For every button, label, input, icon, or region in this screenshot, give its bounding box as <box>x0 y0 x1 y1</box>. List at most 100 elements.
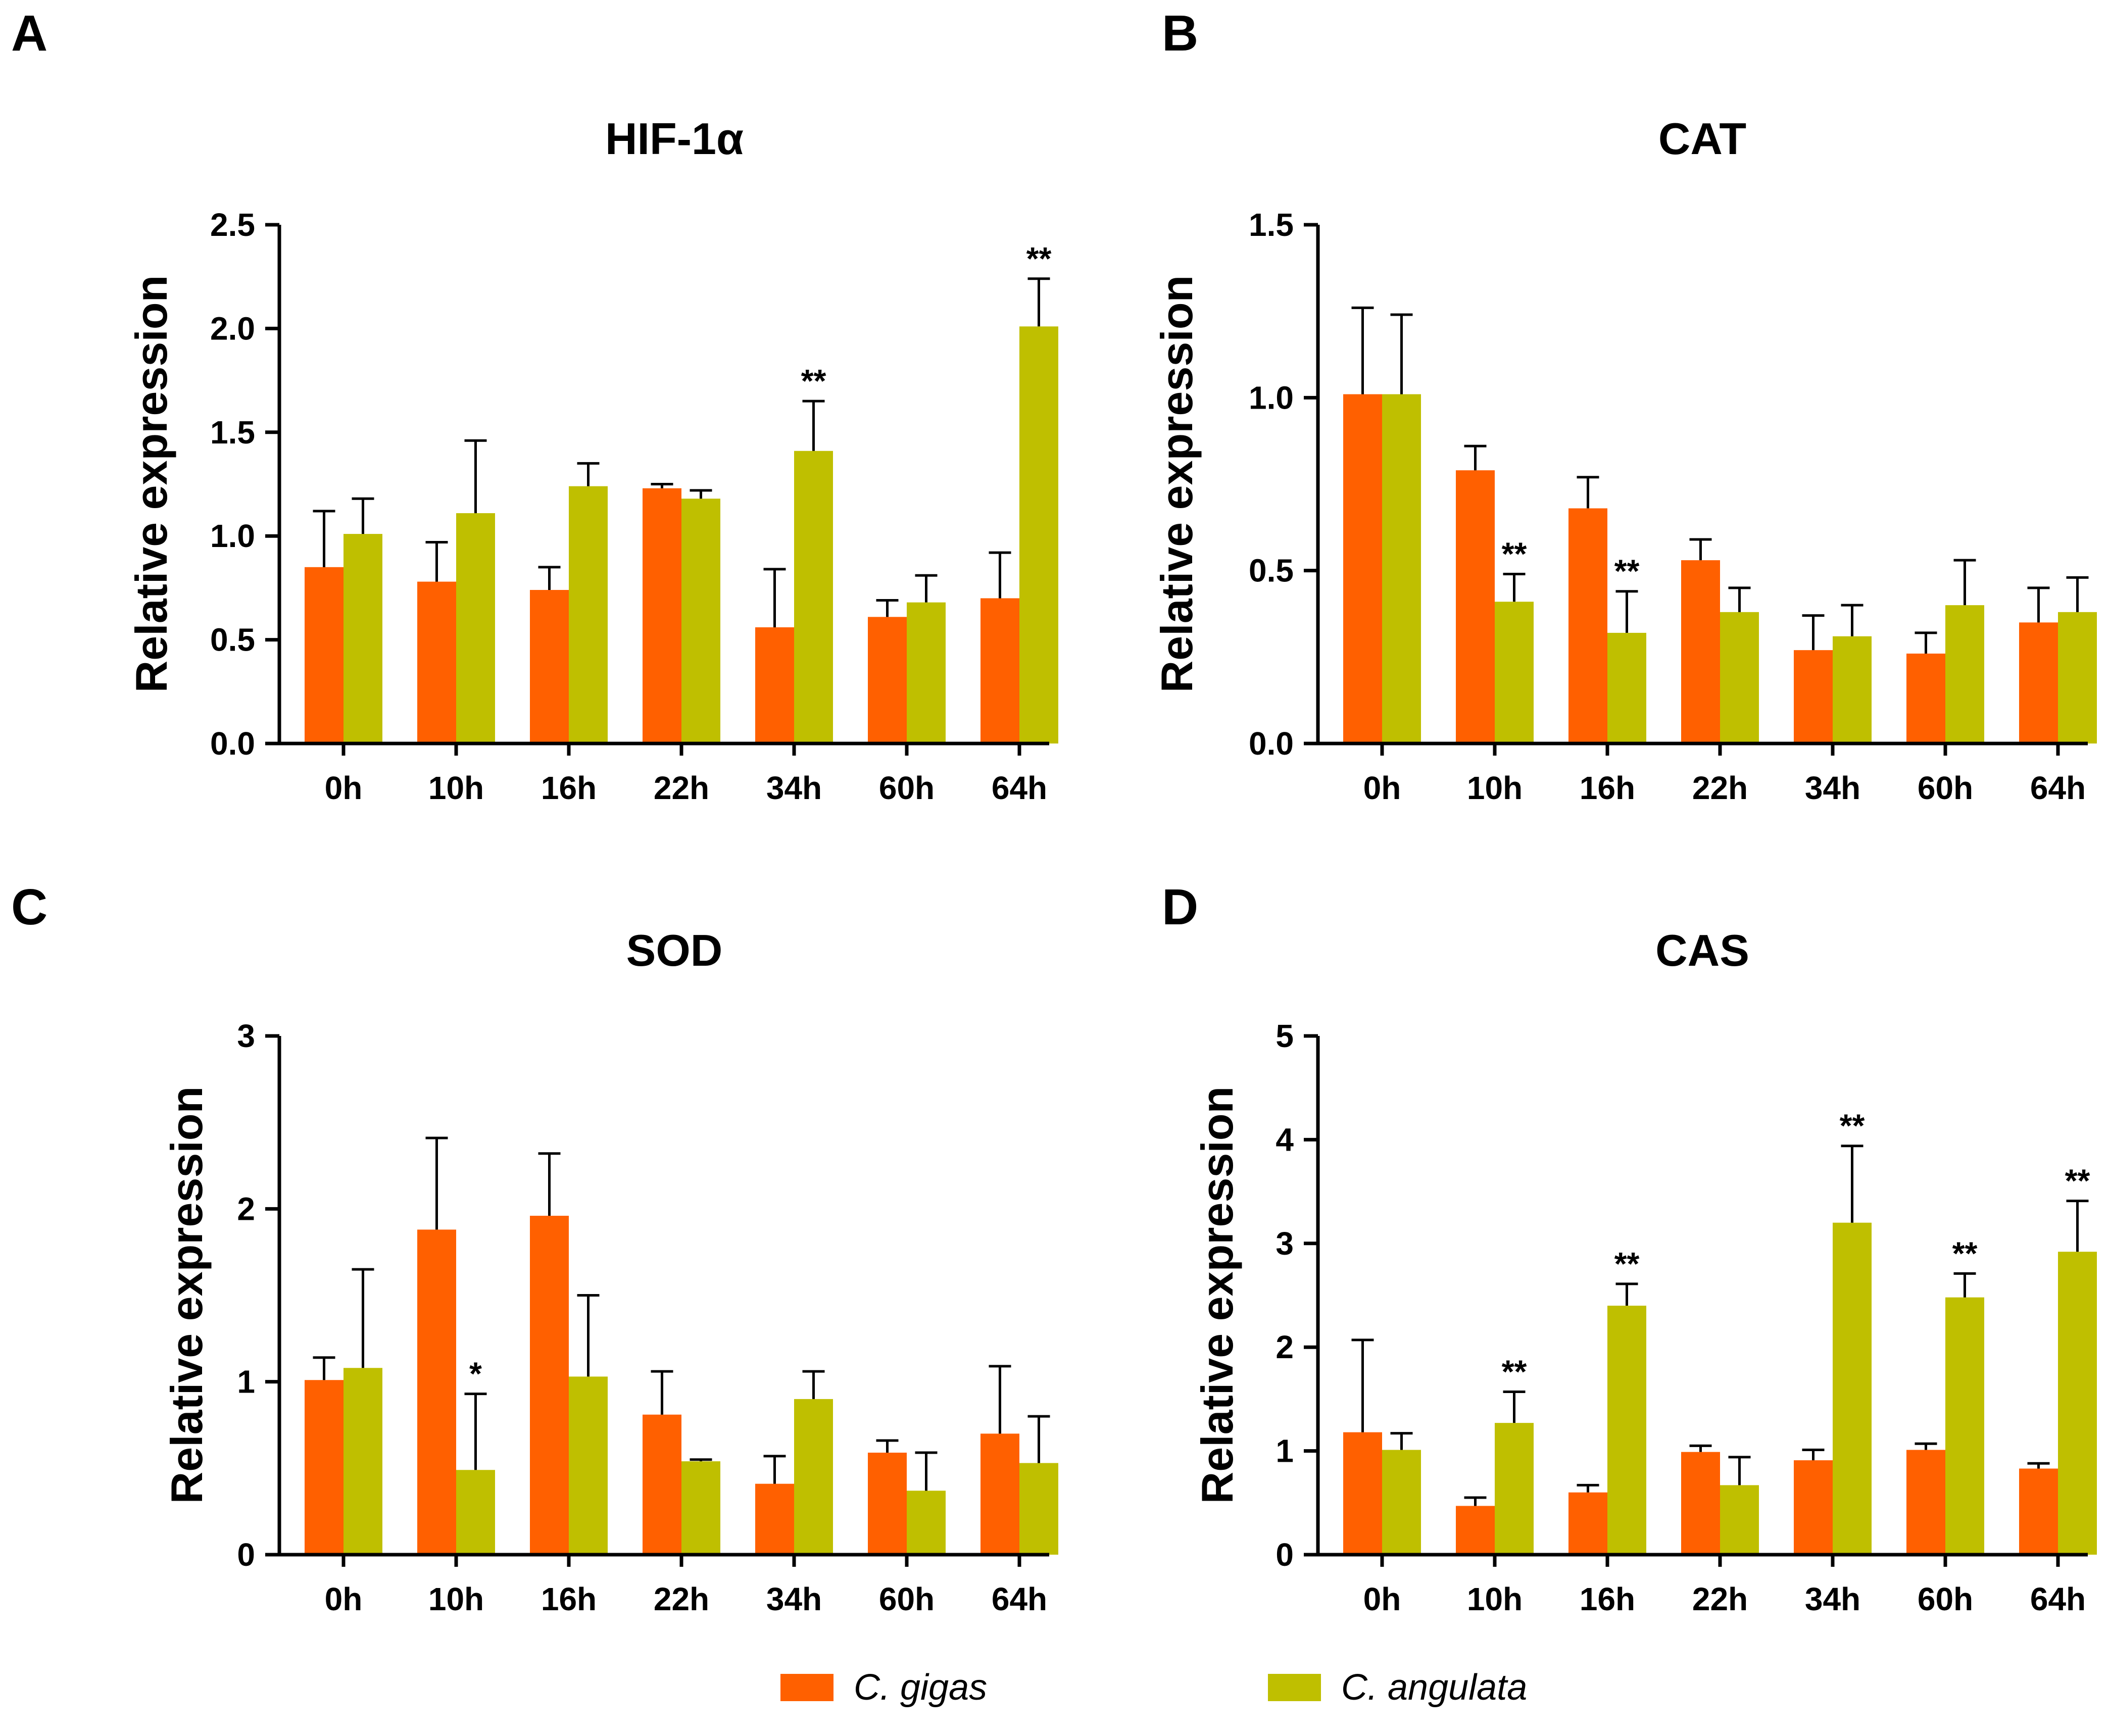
y-tick-label-2: 2 <box>237 1191 255 1227</box>
bar-c-gigas-0h <box>305 567 344 743</box>
bar-c-angulata-34h <box>794 451 833 743</box>
bar-c-angulata-64h <box>2058 612 2097 743</box>
x-tick-label-64h: 64h <box>992 1581 1047 1617</box>
bar-c-angulata-10h <box>1495 602 1534 743</box>
significance-marker-64h: ** <box>2065 1163 2090 1199</box>
bar-c-angulata-16h <box>569 1376 608 1555</box>
x-tick-label-0h: 0h <box>325 770 363 806</box>
bar-c-angulata-64h <box>2058 1252 2097 1555</box>
bar-c-gigas-34h <box>755 627 794 743</box>
y-tick-label-0: 0.0 <box>1249 725 1294 762</box>
x-tick-label-34h: 34h <box>766 1581 822 1617</box>
y-tick-label-4: 4 <box>1276 1121 1294 1158</box>
bar-c-gigas-0h <box>1343 1432 1382 1555</box>
x-tick-label-10h: 10h <box>428 770 484 806</box>
bar-c-angulata-60h <box>907 1491 946 1555</box>
chart-title: CAT <box>1658 114 1746 164</box>
bar-c-angulata-64h <box>1019 1463 1058 1555</box>
y-tick-label-5: 2.5 <box>210 207 255 243</box>
x-tick-label-64h: 64h <box>2030 1581 2086 1617</box>
y-tick-label-5: 5 <box>1276 1018 1294 1054</box>
bar-c-gigas-60h <box>1906 653 1945 743</box>
y-tick-label-1: 1 <box>237 1364 255 1400</box>
bar-c-gigas-60h <box>1906 1450 1945 1555</box>
significance-marker-16h: ** <box>1614 553 1640 589</box>
x-tick-label-10h: 10h <box>428 1581 484 1617</box>
bar-c-angulata-60h <box>1945 1297 1984 1555</box>
bar-c-gigas-16h <box>1568 1492 1607 1555</box>
bar-c-gigas-10h <box>1456 1506 1495 1555</box>
legend-swatch-c-angulata <box>1268 1674 1321 1701</box>
y-tick-label-3: 3 <box>1276 1225 1294 1262</box>
chart-title: HIF-1α <box>605 114 744 164</box>
x-tick-label-16h: 16h <box>1580 770 1635 806</box>
x-tick-label-10h: 10h <box>1467 770 1523 806</box>
bar-c-gigas-0h <box>1343 394 1382 743</box>
x-tick-label-16h: 16h <box>541 770 597 806</box>
y-tick-label-1: 0.5 <box>210 622 255 658</box>
bar-c-angulata-34h <box>794 1399 833 1555</box>
bar-c-angulata-60h <box>907 602 946 743</box>
panel-letter: B <box>1162 5 1198 62</box>
x-tick-label-22h: 22h <box>654 770 709 806</box>
y-tick-label-2: 2 <box>1276 1329 1294 1365</box>
bar-c-gigas-34h <box>1794 650 1833 743</box>
bar-c-angulata-0h <box>1382 1450 1421 1555</box>
bar-c-angulata-0h <box>1382 394 1421 743</box>
y-tick-label-3: 3 <box>237 1018 255 1054</box>
y-tick-label-1: 0.5 <box>1249 553 1294 589</box>
bar-c-gigas-0h <box>305 1380 344 1555</box>
bar-c-gigas-34h <box>1794 1460 1833 1555</box>
bar-c-angulata-22h <box>1720 1485 1759 1555</box>
panel-letter: A <box>11 5 47 62</box>
x-tick-label-34h: 34h <box>1805 770 1860 806</box>
y-tick-label-0: 0 <box>237 1536 255 1573</box>
bar-c-gigas-64h <box>980 1433 1019 1555</box>
y-tick-label-0: 0.0 <box>210 725 255 762</box>
legend-label-c-angulata: C. angulata <box>1341 1667 1527 1708</box>
significance-marker-34h: ** <box>801 363 826 399</box>
chart-panel-a: A HIF-1α Relative expression 0h 10h 16h 22h ** 3… <box>11 5 1058 806</box>
y-tick-label-0: 0 <box>1276 1536 1294 1573</box>
bar-c-gigas-34h <box>755 1483 794 1555</box>
x-tick-label-60h: 60h <box>879 1581 935 1617</box>
bar-c-angulata-34h <box>1833 1222 1872 1555</box>
chart-title: SOD <box>626 925 723 975</box>
bar-c-gigas-16h <box>530 1216 569 1555</box>
bar-c-angulata-10h <box>1495 1423 1534 1555</box>
x-tick-label-16h: 16h <box>541 1581 597 1617</box>
significance-marker-16h: ** <box>1614 1246 1640 1282</box>
bar-c-gigas-10h <box>417 1229 456 1555</box>
x-tick-label-16h: 16h <box>1580 1581 1635 1617</box>
bar-c-angulata-10h <box>456 1470 495 1555</box>
bar-c-angulata-22h <box>1720 612 1759 743</box>
y-tick-label-2: 1.0 <box>210 518 255 554</box>
x-tick-label-0h: 0h <box>1363 770 1401 806</box>
x-tick-label-60h: 60h <box>879 770 935 806</box>
x-tick-label-64h: 64h <box>2030 770 2086 806</box>
significance-marker-64h: ** <box>1026 240 1052 277</box>
significance-marker-10h: ** <box>1502 536 1527 572</box>
bar-c-angulata-16h <box>569 486 608 743</box>
bar-c-gigas-10h <box>417 581 456 743</box>
x-tick-label-34h: 34h <box>1805 1581 1860 1617</box>
bar-c-gigas-22h <box>1681 560 1720 743</box>
bar-c-gigas-64h <box>2019 622 2058 743</box>
bar-c-angulata-60h <box>1945 605 1984 743</box>
x-tick-label-0h: 0h <box>325 1581 363 1617</box>
bar-c-angulata-16h <box>1607 1306 1646 1555</box>
y-axis-label: Relative expression <box>1192 1086 1242 1504</box>
x-tick-label-22h: 22h <box>1692 770 1748 806</box>
bar-c-gigas-60h <box>868 617 907 743</box>
panel-letter: D <box>1162 879 1198 935</box>
bar-c-gigas-22h <box>643 488 681 743</box>
bar-c-angulata-16h <box>1607 632 1646 743</box>
x-tick-label-22h: 22h <box>654 1581 709 1617</box>
x-tick-label-64h: 64h <box>992 770 1047 806</box>
x-tick-label-10h: 10h <box>1467 1581 1523 1617</box>
y-tick-label-1: 1 <box>1276 1433 1294 1469</box>
bar-c-angulata-0h <box>344 1368 382 1555</box>
y-axis-label: Relative expression <box>1152 275 1202 693</box>
chart-panel-d: D CAS Relative expression 0h ** 10h ** 16h 22h **… <box>1162 879 2097 1617</box>
